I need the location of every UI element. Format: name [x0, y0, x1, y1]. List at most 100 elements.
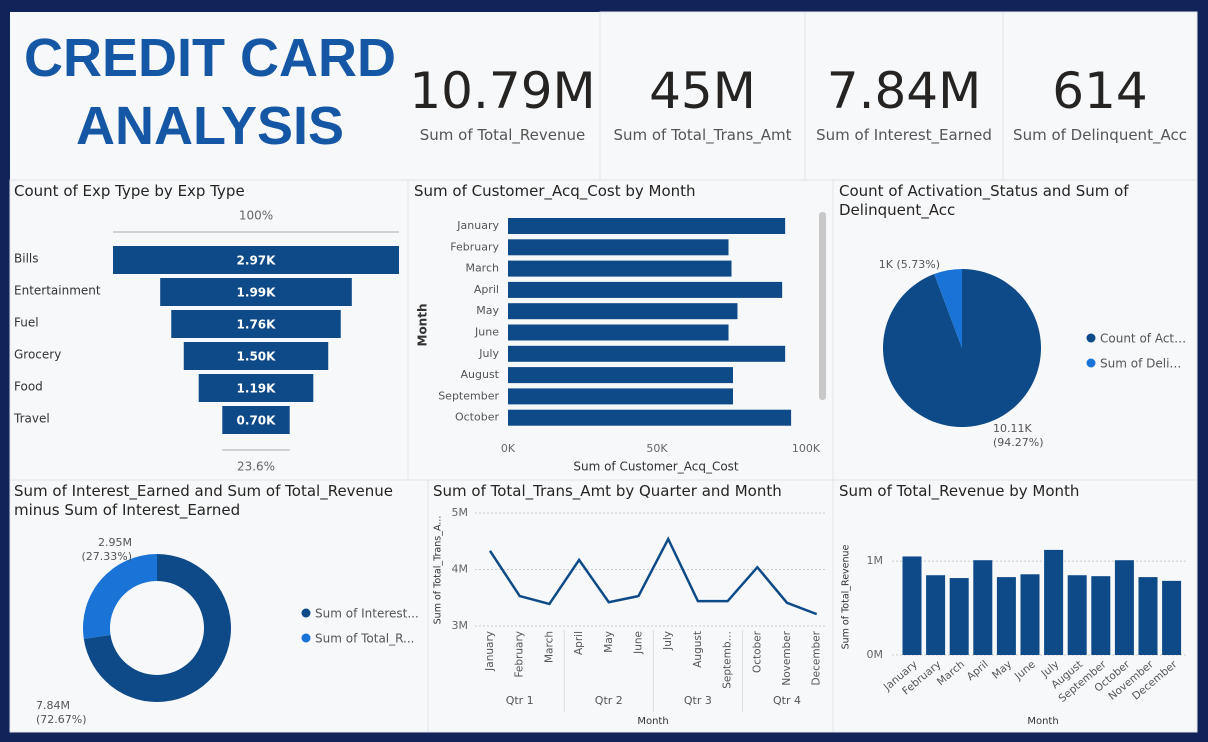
data-label: 2.95M (27.33%)	[81, 536, 132, 563]
group-label: Qtr 3	[684, 694, 712, 707]
legend-label: Sum of Interest...	[315, 607, 419, 621]
y-tick-label: 3M	[452, 619, 469, 632]
funnel-value-label: 2.97K	[237, 254, 277, 268]
y-tick-label: 1M	[867, 554, 884, 567]
category-label: Food	[14, 380, 43, 394]
y-tick-label: February	[450, 240, 499, 253]
x-tick-label: Septemb…	[722, 631, 734, 689]
data-label: 10.11K (94.27%)	[993, 422, 1044, 449]
x-tick-label: May	[603, 631, 615, 653]
y-tick-label: April	[474, 283, 499, 296]
kpi-value: 614	[1052, 62, 1148, 120]
kpi-label: Sum of Total_Trans_Amt	[613, 126, 792, 144]
bar	[508, 324, 729, 341]
group-label: Qtr 2	[595, 694, 623, 707]
title-panel	[10, 12, 600, 180]
pie-slice	[934, 269, 962, 348]
funnel-value-label: 1.99K	[237, 286, 277, 300]
y-tick-label: January	[456, 219, 499, 232]
funnel-bar	[171, 310, 341, 338]
y-tick-label: March	[465, 262, 499, 275]
x-tick-label: February	[514, 631, 526, 678]
legend-label: Count of Act…	[1100, 332, 1186, 346]
group-label: Qtr 4	[773, 694, 801, 707]
line	[488, 536, 818, 616]
funnel-value-label: 1.19K	[237, 382, 277, 396]
donut-slice	[83, 554, 232, 702]
x-tick-label: 0K	[501, 442, 516, 455]
y-axis-title: Month	[416, 303, 430, 346]
category-label: Fuel	[14, 316, 39, 330]
x-tick-label: January	[484, 631, 496, 672]
bar	[508, 367, 733, 384]
kpi-value: 7.84M	[826, 62, 982, 120]
legend-label: Sum of Total_R...	[315, 632, 415, 646]
bar	[508, 218, 786, 234]
bar	[1114, 560, 1134, 655]
bar	[902, 556, 922, 655]
kpi-value: 10.79M	[409, 62, 596, 120]
kpi-card	[1002, 11, 1198, 181]
x-tick-label: December	[811, 630, 823, 685]
y-axis-title: Sum of Total_Revenue	[841, 544, 852, 649]
funnel-bar	[160, 278, 352, 306]
bar	[1091, 576, 1111, 655]
x-tick-label: April	[573, 631, 585, 655]
kpi-label: Sum of Delinquent_Acc	[1013, 126, 1187, 144]
data-label: 1K (5.73%)	[878, 258, 940, 271]
bar	[949, 578, 969, 655]
funnel-value-label: 1.50K	[237, 350, 277, 364]
y-tick-label: 5M	[452, 506, 469, 519]
legend-marker	[1086, 358, 1096, 368]
x-tick-label: 50K	[646, 442, 668, 455]
funnel-value-label: 1.76K	[237, 318, 277, 332]
kpi-label: Sum of Total_Revenue	[419, 126, 586, 144]
panel-title: Sum of Interest_Earned and Sum of Total_…	[14, 482, 394, 519]
y-tick-label: August	[461, 368, 500, 381]
bar	[1020, 574, 1040, 655]
category-label: Travel	[13, 412, 50, 426]
funnel-bar	[113, 246, 399, 274]
x-axis-title: Sum of Customer_Acq_Cost	[573, 460, 739, 474]
panel-title: Count of Exp Type by Exp Type	[14, 182, 245, 200]
y-tick-label: 0M	[867, 648, 884, 661]
scrollbar[interactable]	[819, 212, 826, 400]
category-label: Entertainment	[14, 284, 101, 298]
kpi-value: 45M	[649, 62, 756, 120]
category-label: Grocery	[14, 348, 61, 362]
legend-label: Sum of Deli…	[1100, 357, 1181, 371]
donut-slice	[82, 554, 157, 639]
bar	[508, 345, 786, 362]
bar	[508, 260, 732, 277]
x-tick-label: November	[781, 630, 793, 685]
x-tick-label: July	[662, 631, 674, 651]
x-tick-label: 100K	[792, 442, 821, 455]
funnel-top-label: 100%	[239, 209, 273, 223]
bar	[996, 577, 1016, 655]
y-axis-title: Sum of Total_Trans_A...	[433, 516, 444, 625]
y-tick-label: July	[478, 347, 499, 360]
dashboard-title: CREDIT CARD ANALYSIS	[24, 28, 396, 156]
bar	[508, 409, 792, 426]
panel-title: Sum of Total_Revenue by Month	[839, 482, 1080, 500]
group-label: Qtr 1	[506, 694, 534, 707]
funnel-bar	[183, 342, 329, 370]
bar	[508, 239, 729, 256]
x-tick-label: June	[633, 631, 645, 655]
y-tick-label: September	[438, 389, 499, 402]
legend-marker	[301, 633, 311, 643]
funnel-bar	[198, 374, 314, 402]
y-tick-label: June	[474, 326, 499, 339]
legend-marker	[301, 608, 311, 618]
legend-marker	[1086, 333, 1096, 343]
panel-title: Count of Activation_Status and Sum of De…	[839, 182, 1129, 219]
funnel-value-label: 0.70K	[237, 414, 277, 428]
bar	[508, 303, 738, 320]
panel	[427, 479, 834, 733]
x-axis-title: Month	[1027, 716, 1058, 727]
bar	[973, 560, 993, 655]
x-axis-title: Month	[637, 716, 668, 727]
data-label: 7.84M (72.67%)	[36, 699, 87, 726]
